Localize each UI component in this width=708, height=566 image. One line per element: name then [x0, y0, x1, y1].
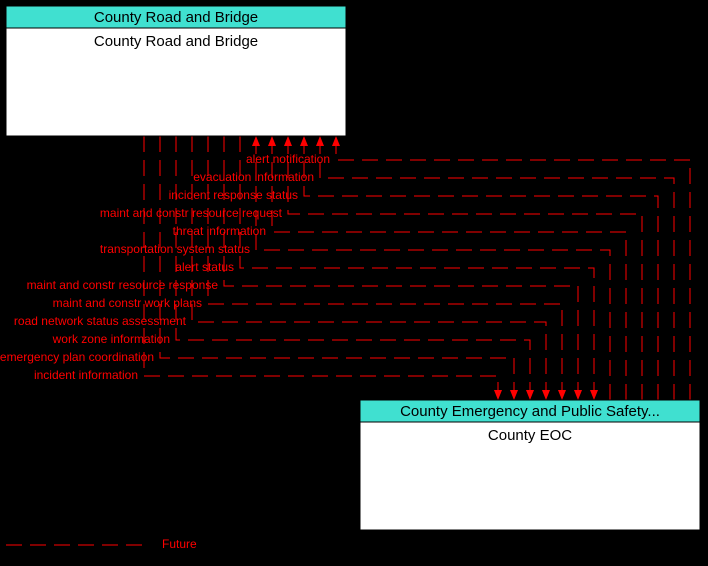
flow-line-bt-3: [288, 146, 642, 400]
arrow-head: [526, 390, 534, 400]
flow-line-bt-4: [272, 146, 626, 400]
arrow-head: [590, 390, 598, 400]
bottom-body-text: County EOC: [488, 427, 572, 444]
flow-label-bt-3: maint and constr resource request: [100, 206, 283, 220]
arrow-head: [316, 136, 324, 146]
flow-line-bt-1: [320, 146, 674, 400]
flow-label-tb-3: road network status assessment: [14, 314, 187, 328]
arrow-head: [542, 390, 550, 400]
bottom-header-text: County Emergency and Public Safety...: [400, 403, 660, 420]
legend-label: Future: [162, 537, 197, 551]
diagram-canvas: alert notificationevacuation information…: [0, 0, 708, 566]
flow-label-tb-5: emergency plan coordination: [0, 350, 154, 364]
top-node: County Road and Bridge County Road and Br…: [6, 6, 346, 136]
arrow-head: [494, 390, 502, 400]
flow-label-bt-2: incident response status: [169, 188, 298, 202]
flow-label-tb-0: alert status: [175, 260, 234, 274]
top-header-text: County Road and Bridge: [94, 9, 258, 26]
top-body-text: County Road and Bridge: [94, 33, 258, 50]
flow-label-bt-1: evacuation information: [193, 170, 314, 184]
arrow-head: [300, 136, 308, 146]
arrow-head: [558, 390, 566, 400]
flow-line-bt-2: [304, 146, 658, 400]
arrow-head: [268, 136, 276, 146]
arrow-head: [574, 390, 582, 400]
arrow-head: [510, 390, 518, 400]
flow-label-tb-2: maint and constr work plans: [53, 296, 202, 310]
arrow-head: [252, 136, 260, 146]
flow-label-bt-4: threat information: [173, 224, 266, 238]
flow-line-bt-0: [336, 146, 690, 400]
arrow-head: [332, 136, 340, 146]
flow-label-tb-1: maint and constr resource response: [27, 278, 219, 292]
bottom-node: County Emergency and Public Safety... Cou…: [360, 400, 700, 530]
flow-label-tb-4: work zone information: [52, 332, 170, 346]
flow-label-bt-5: transportation system status: [100, 242, 250, 256]
flow-label-tb-6: incident information: [34, 368, 138, 382]
arrow-head: [284, 136, 292, 146]
